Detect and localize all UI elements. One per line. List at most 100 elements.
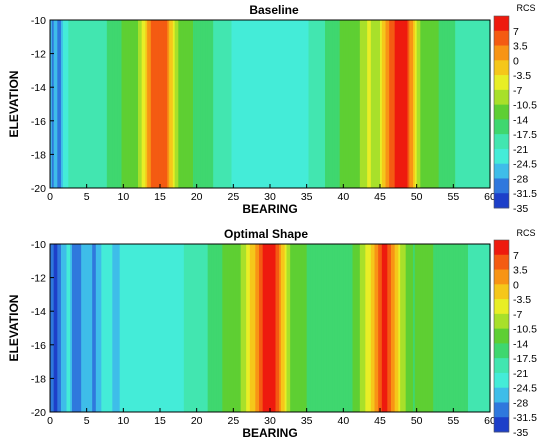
heatmap-cell	[345, 244, 348, 412]
heatmap-cell	[475, 244, 478, 412]
heatmap-cell	[356, 20, 359, 188]
heatmap-cell	[99, 20, 102, 188]
heatmap-cell	[248, 20, 251, 188]
heatmap-cell	[165, 244, 168, 412]
colorbar-label: -10.5	[513, 324, 537, 336]
heatmap-cell	[326, 244, 330, 412]
heatmap-cell	[444, 244, 447, 412]
heatmap-cell	[381, 20, 385, 188]
colorbar-label: 3.5	[513, 41, 528, 53]
heatmap-cell	[125, 20, 128, 188]
y-axis-label: ELEVATION	[7, 295, 21, 362]
heatmap-cell	[286, 244, 289, 412]
heatmap-cell	[484, 20, 487, 188]
heatmap-cell	[391, 20, 394, 188]
heatmap-cell	[409, 244, 412, 412]
heatmap-cell	[81, 20, 84, 188]
heatmap-cell	[336, 244, 339, 412]
heatmap-cell	[207, 20, 211, 188]
heatmap-cell	[189, 20, 192, 188]
heatmap-cell	[237, 244, 240, 412]
heatmap-cell	[62, 20, 66, 188]
heatmap-cell	[468, 20, 471, 188]
heatmap-cell	[88, 20, 91, 188]
x-tick-label: 60	[484, 415, 496, 427]
heatmap-cell	[55, 244, 58, 412]
heatmap-cell	[468, 244, 471, 412]
heatmap-cell	[81, 244, 84, 412]
heatmap-cell	[163, 20, 167, 188]
heatmap-cell	[266, 244, 269, 412]
heatmap-cell	[70, 244, 73, 412]
heatmap-cell	[363, 20, 366, 188]
y-axis-label: ELEVATION	[7, 71, 21, 138]
heatmap-cell	[114, 20, 117, 188]
heatmap-cell	[304, 244, 308, 412]
heatmap-cell	[378, 244, 381, 412]
heatmap-cell	[319, 244, 322, 412]
heatmap-cell	[191, 20, 194, 188]
heatmap-cell	[440, 20, 443, 188]
heatmap-cell	[59, 20, 62, 188]
heatmap-cell	[213, 244, 216, 412]
heatmap-cell	[66, 20, 69, 188]
heatmap-cell	[293, 244, 297, 412]
heatmap-cell	[425, 244, 429, 412]
heatmap-cell	[449, 244, 453, 412]
heatmap-cell	[328, 244, 332, 412]
heatmap-cell	[352, 20, 355, 188]
heatmap-cell	[185, 20, 189, 188]
heatmap-cell	[103, 244, 106, 412]
heatmap-cell	[314, 20, 317, 188]
heatmap-cell	[238, 20, 242, 188]
heatmap-cell	[341, 244, 344, 412]
heatmap-cell	[237, 20, 240, 188]
heatmap-cell	[57, 244, 60, 412]
heatmap-cell	[449, 20, 453, 188]
heatmap-cell	[442, 244, 445, 412]
heatmap-cell	[275, 244, 278, 412]
heatmap-cell	[262, 20, 266, 188]
y-tick-label: -12	[31, 49, 46, 61]
heatmap-cell	[365, 244, 368, 412]
heatmap-cell	[61, 244, 64, 412]
colorbar-label: -21	[513, 144, 528, 156]
heatmap-cell	[207, 244, 211, 412]
colorbar-swatch	[494, 193, 509, 209]
heatmap-cell	[363, 244, 366, 412]
heatmap-cell	[482, 244, 486, 412]
heatmap-cell	[442, 20, 445, 188]
heatmap-cell	[132, 244, 135, 412]
heatmap-cell	[176, 20, 179, 188]
heatmap-cell	[106, 244, 110, 412]
heatmap-cell	[246, 20, 249, 188]
heatmap-cell	[301, 244, 304, 412]
heatmap-cell	[149, 20, 152, 188]
heatmap-cell	[328, 20, 332, 188]
heatmap-cell	[259, 20, 262, 188]
heatmap-cell	[444, 20, 447, 188]
heatmap-cell	[90, 20, 93, 188]
heatmap-cell	[216, 20, 220, 188]
heatmap-cell	[165, 20, 168, 188]
heatmap-cell	[75, 244, 79, 412]
heatmap-cell	[125, 244, 128, 412]
heatmap-cell	[264, 244, 267, 412]
heatmap-cell	[172, 20, 176, 188]
heatmap-cell	[108, 20, 112, 188]
heatmap-cell	[359, 20, 363, 188]
heatmap-cell	[339, 244, 343, 412]
heatmap-cell	[108, 244, 112, 412]
colorbar-swatch	[494, 75, 509, 91]
panel-baseline: Baseline 0 5 10 15 20 25 30 35 40 45 50 55 60 -10 -12…	[7, 3, 537, 216]
heatmap-cell	[413, 244, 416, 412]
heatmap-cell	[372, 20, 376, 188]
heatmap-cell	[312, 20, 315, 188]
chart-title: Baseline	[249, 3, 299, 17]
heatmap-cell	[246, 244, 249, 412]
heatmap-area	[50, 20, 491, 188]
heatmap-cell	[84, 20, 88, 188]
heatmap-cell	[446, 244, 449, 412]
heatmap-cell	[279, 244, 282, 412]
